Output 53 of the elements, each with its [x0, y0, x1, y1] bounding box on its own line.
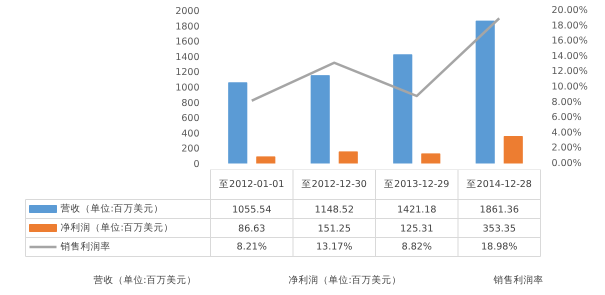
bar — [310, 75, 330, 164]
data-label: 125.31 — [400, 224, 434, 234]
y-tick-label: 1400 — [175, 52, 200, 63]
data-label: 1148.52 — [314, 204, 354, 216]
data-label: 13.17% — [316, 242, 352, 252]
y-tick-label: 1600 — [175, 36, 200, 48]
data-label: 8.21% — [236, 242, 267, 252]
y-tick-label: 800 — [181, 98, 200, 109]
legend-label: 营收（单位:百万美元） — [60, 202, 164, 214]
data-label: 86.63 — [238, 224, 266, 234]
bar — [228, 82, 248, 164]
bar — [421, 153, 440, 164]
y2-tick-label: 14.00% — [552, 50, 588, 62]
x-tick-label: 至2013-12-29 — [384, 179, 450, 190]
text: 销售利润率 — [494, 275, 544, 286]
y2-tick-label: 4.00% — [552, 127, 582, 138]
y-tick-label: 200 — [181, 144, 200, 155]
data-label: 8.82% — [402, 242, 432, 252]
x-tick-label: 至2014-12-28 — [466, 179, 532, 190]
bar — [476, 20, 495, 164]
y2-tick-label: 0.00% — [552, 158, 582, 169]
y-tick-label: 400 — [181, 128, 200, 140]
text: 净利润（单位:百万美元） — [288, 275, 402, 286]
data-label: 1055.54 — [232, 204, 272, 216]
y-tick-label: 2000 — [175, 6, 200, 17]
line-series — [250, 17, 500, 102]
bar — [504, 136, 523, 164]
y2-tick-label: 6.00% — [552, 112, 582, 124]
y2-tick-label: 8.00% — [552, 96, 582, 108]
y2-tick-label: 2.00% — [552, 142, 582, 154]
y-tick-label: 0 — [193, 159, 200, 170]
legend-label: 净利润（单位:百万美元） — [60, 222, 174, 234]
data-label: 18.98% — [481, 242, 518, 252]
y2-tick-label: 18.00% — [552, 20, 588, 32]
data-label: 151.25 — [318, 224, 351, 234]
data-label: 1421.18 — [397, 204, 436, 216]
y2-tick-label: 20.00% — [552, 5, 588, 16]
legend-label: 销售利润率 — [60, 240, 110, 252]
text: 营收（单位:百万美元） — [93, 275, 196, 286]
y-tick-label: 1800 — [175, 21, 200, 32]
y2-tick-label: 16.00% — [552, 36, 588, 47]
y-tick-label: 1200 — [175, 67, 200, 78]
y-tick-label: 600 — [181, 113, 200, 124]
x-tick-label: 至2012-12-30 — [302, 179, 367, 190]
bar — [338, 151, 358, 164]
bar — [393, 54, 412, 164]
y2-tick-label: 10.00% — [552, 82, 588, 92]
bar — [256, 156, 276, 164]
data-label: 353.35 — [482, 224, 516, 234]
data-label: 1861.36 — [480, 204, 519, 216]
x-tick-label: 至2012-01-01 — [219, 179, 284, 190]
y2-tick-label: 12.00% — [552, 66, 588, 78]
y-tick-label: 1000 — [175, 82, 200, 94]
